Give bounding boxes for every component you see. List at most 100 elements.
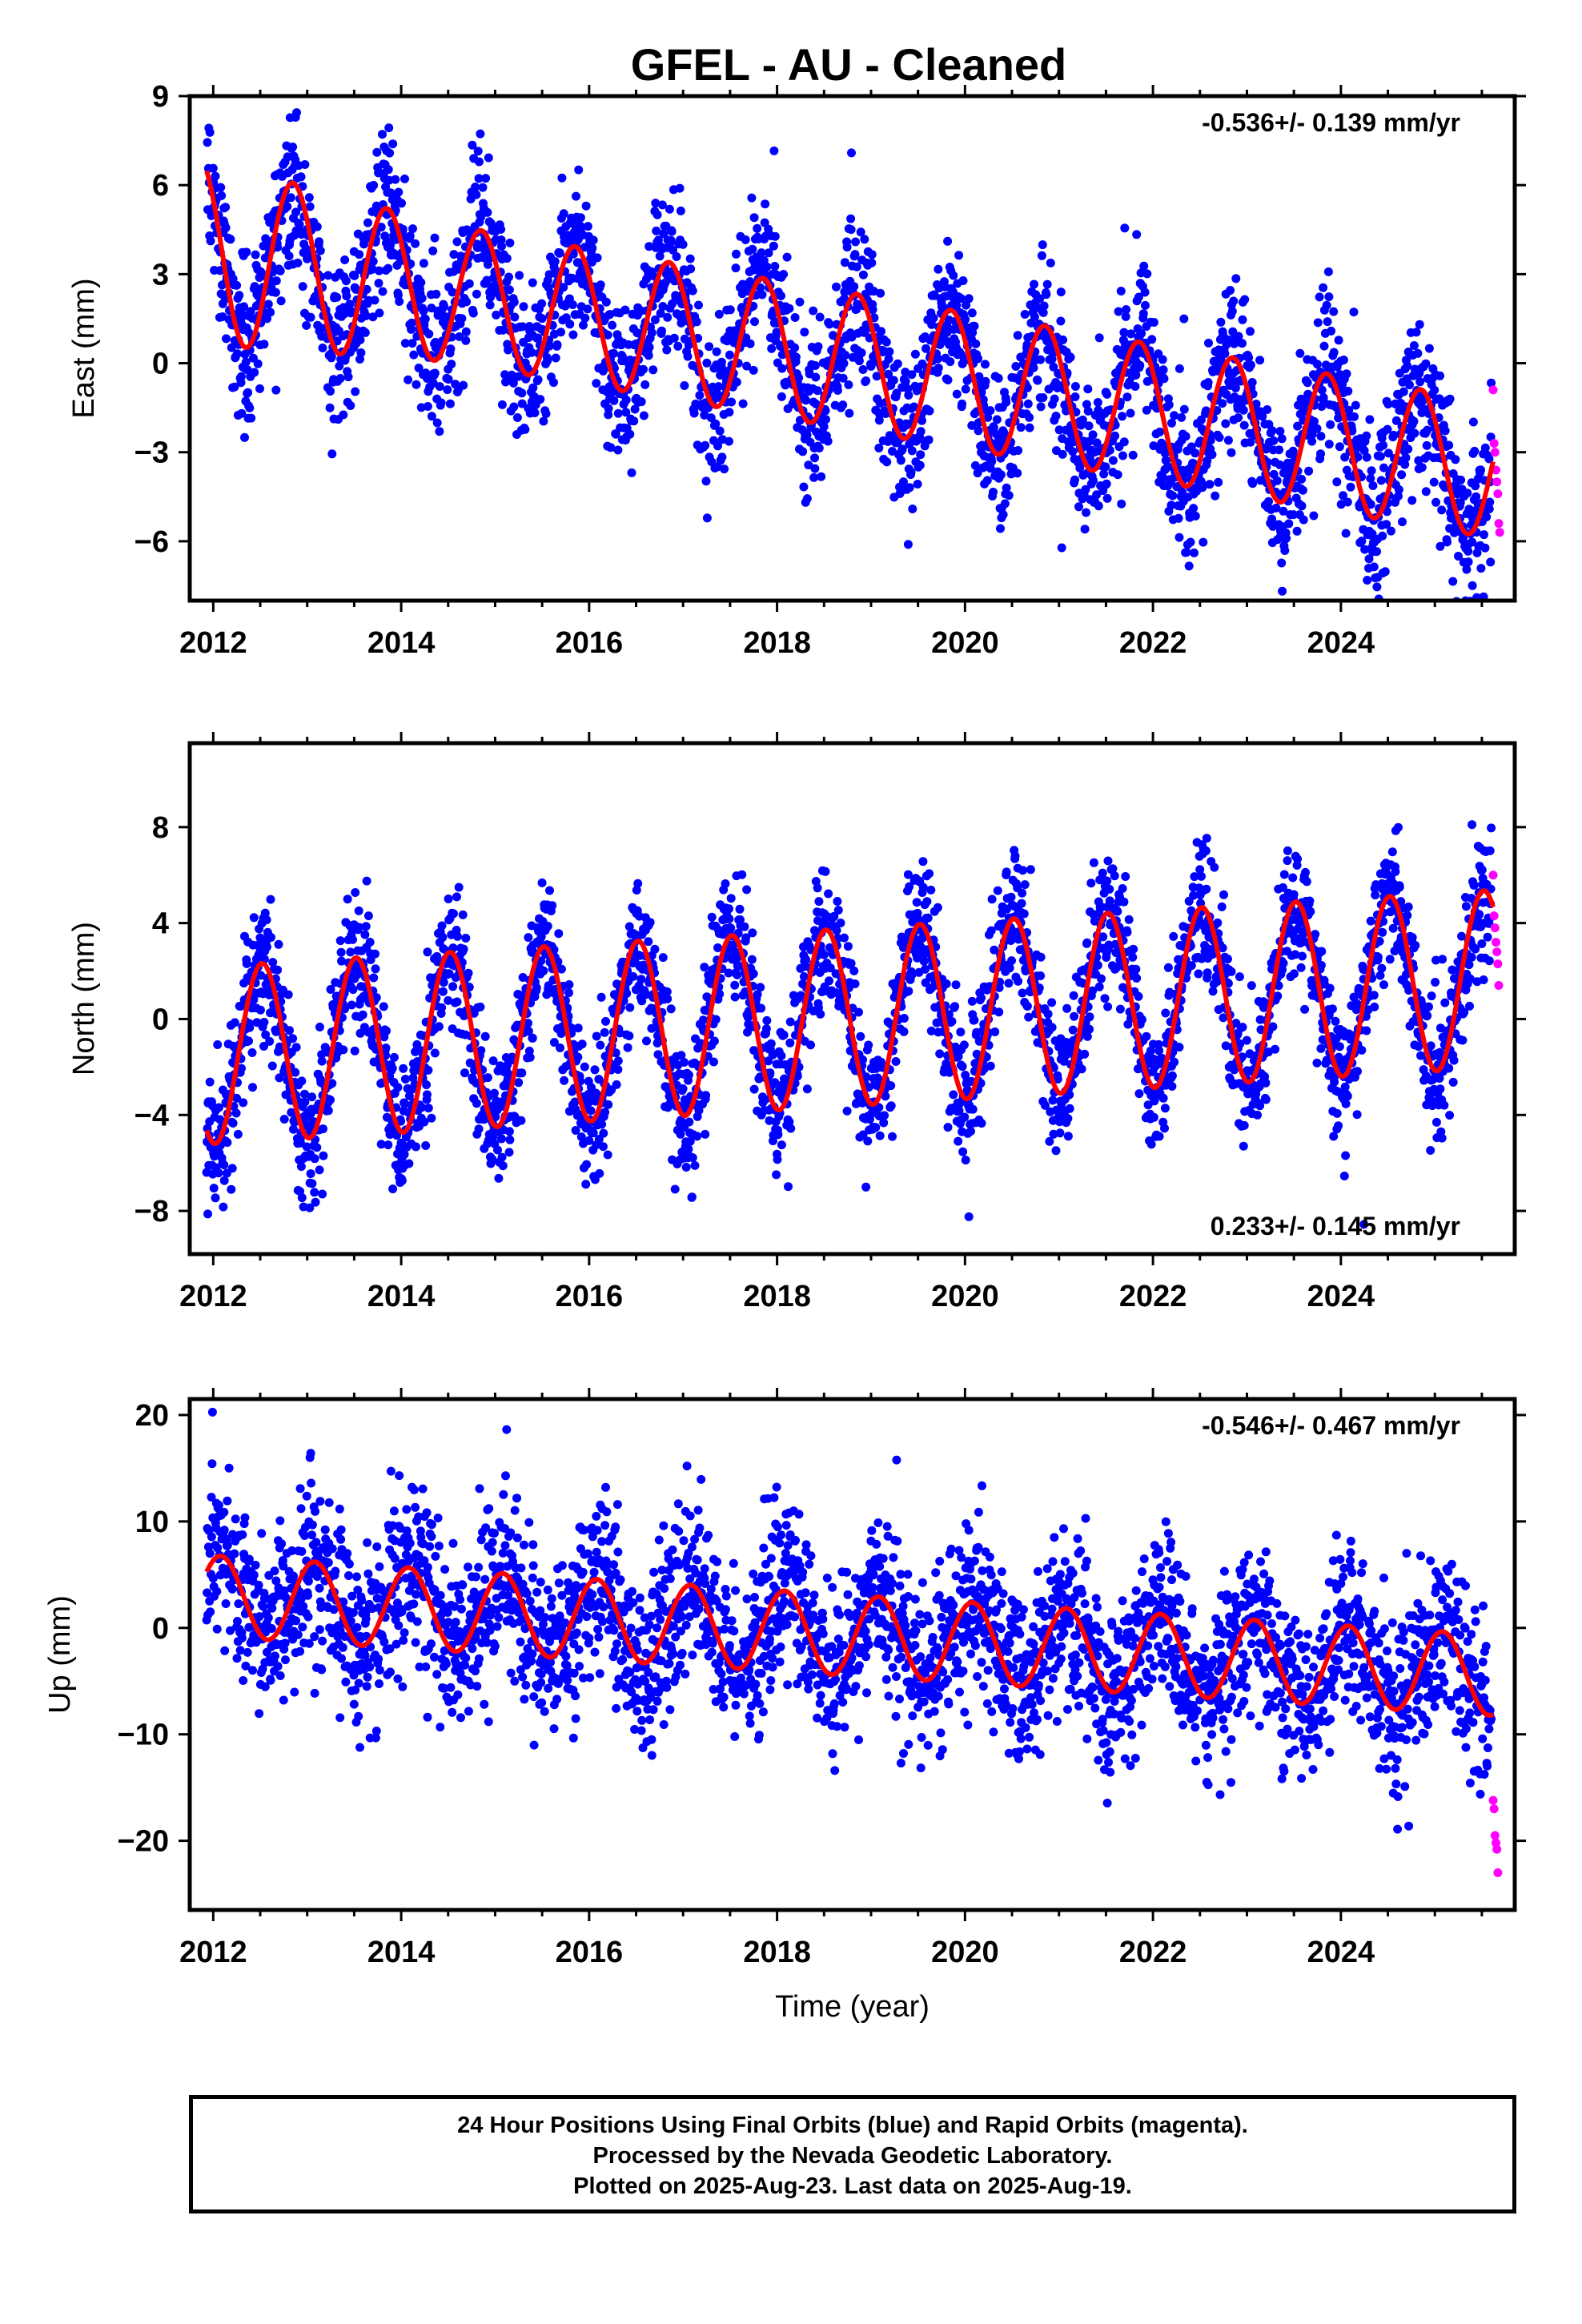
east-rapid-point	[1488, 385, 1498, 395]
east-point	[725, 305, 735, 315]
east-point	[885, 347, 894, 356]
east-point	[1141, 300, 1150, 310]
east-point	[556, 328, 565, 337]
east-point	[208, 163, 218, 173]
east-point	[1211, 491, 1220, 501]
east-point	[1119, 328, 1129, 337]
north-point	[244, 1036, 253, 1046]
north-point	[920, 956, 930, 966]
east-point	[1340, 452, 1350, 462]
north-point	[749, 1084, 759, 1094]
east-point	[908, 505, 917, 513]
north-point	[464, 968, 473, 978]
north-point	[452, 997, 462, 1007]
east-point	[981, 360, 990, 369]
north-point	[590, 1065, 600, 1075]
north-point	[814, 897, 824, 907]
north-point	[707, 912, 717, 922]
east-point	[1227, 448, 1236, 457]
east-point	[580, 243, 589, 252]
north-point	[388, 1184, 398, 1194]
east-point	[1030, 279, 1038, 289]
east-point	[672, 252, 681, 261]
east-point	[967, 420, 977, 430]
east-point	[962, 300, 971, 310]
east-point	[461, 336, 471, 345]
east-point	[369, 180, 379, 190]
east-point	[579, 320, 588, 330]
north-point	[725, 904, 733, 914]
east-point	[906, 468, 916, 477]
east-point	[362, 284, 371, 294]
north-point	[730, 980, 740, 990]
east-point	[504, 345, 513, 355]
east-point	[232, 280, 242, 290]
east-point	[1362, 431, 1371, 440]
east-point	[596, 280, 605, 290]
north-point	[663, 994, 673, 1003]
east-point	[1362, 452, 1371, 462]
north-point	[412, 1142, 420, 1152]
north-point	[725, 914, 734, 923]
east-point	[240, 432, 249, 442]
east-point	[952, 389, 962, 399]
east-point	[1383, 400, 1393, 409]
east-point	[250, 368, 259, 377]
east-point	[1293, 421, 1303, 431]
east-point	[896, 456, 905, 465]
east-point	[813, 386, 822, 396]
east-point	[753, 223, 762, 233]
east-point	[1054, 425, 1064, 435]
east-point	[1013, 331, 1022, 340]
east-point	[888, 447, 897, 456]
north-point	[821, 866, 830, 876]
east-point	[435, 427, 444, 436]
north-point	[871, 1123, 881, 1132]
east-point	[1327, 326, 1336, 336]
north-point	[351, 888, 360, 897]
north-point	[497, 1134, 506, 1144]
east-point	[549, 378, 558, 388]
north-point	[363, 911, 373, 921]
east-point	[1421, 359, 1431, 368]
east-point	[1038, 240, 1047, 250]
east-point	[509, 402, 519, 412]
east-point	[665, 204, 674, 214]
east-point	[427, 412, 436, 421]
north-point	[624, 1031, 634, 1040]
north-point	[724, 968, 733, 978]
east-point	[380, 231, 390, 241]
north-point	[762, 1015, 772, 1025]
east-point	[1383, 507, 1391, 517]
north-point	[219, 1202, 228, 1212]
east-point	[482, 275, 492, 285]
east-point	[375, 308, 384, 318]
north-point	[371, 993, 381, 1003]
east-point	[958, 276, 968, 285]
east-point	[1049, 362, 1058, 372]
east-point	[367, 264, 377, 274]
north-point	[685, 1117, 694, 1127]
east-point	[757, 248, 766, 258]
east-point	[741, 235, 750, 244]
north-point	[326, 985, 335, 994]
north-point	[335, 936, 345, 946]
north-point	[777, 1140, 786, 1150]
north-point	[524, 933, 533, 943]
north-point	[721, 879, 730, 888]
north-point	[824, 889, 833, 899]
east-point	[934, 264, 943, 274]
east-point	[1158, 365, 1168, 375]
east-point	[1410, 428, 1419, 438]
east-point	[1082, 400, 1091, 409]
east-point	[394, 187, 404, 197]
east-point	[1343, 386, 1353, 396]
east-point	[1326, 420, 1335, 429]
east-point	[1078, 415, 1087, 424]
east-point	[989, 488, 998, 497]
east-point	[825, 320, 834, 329]
east-point	[748, 244, 757, 254]
east-point	[1037, 251, 1046, 260]
east-x-tick-label: 2016	[556, 626, 624, 660]
east-point	[203, 138, 212, 147]
